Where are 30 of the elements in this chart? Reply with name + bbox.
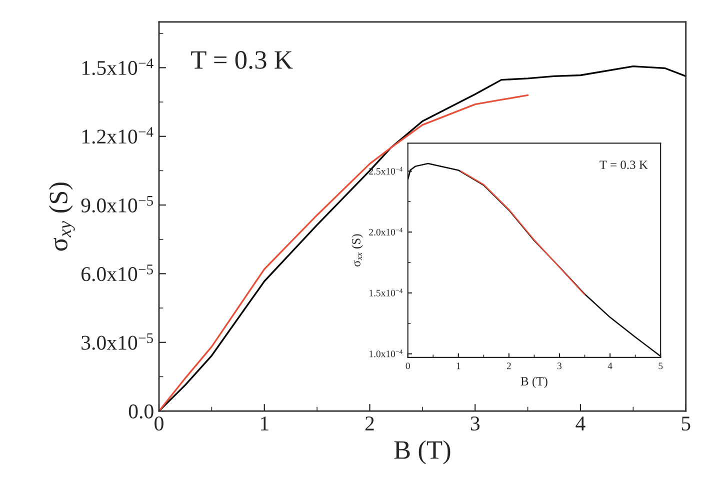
- y-tick-label: 1.2x10$^{−4}$: [82, 127, 154, 144]
- line-series: [159, 94, 529, 412]
- x-tick-label: 5: [658, 362, 663, 370]
- y-axis-title: σ$_{xx}$ (S): [352, 234, 363, 267]
- x-tick-label: 0: [154, 416, 164, 431]
- y-tick-label: 1.0x10$^{−4}$: [370, 350, 403, 358]
- x-tick-label: 2: [365, 416, 374, 430]
- y-tick-label: 2.5x10$^{−4}$: [369, 166, 403, 175]
- x-tick-label: 4: [608, 362, 612, 370]
- x-tick-label: 2: [506, 362, 511, 370]
- annotation: T = 0.3 K: [600, 160, 648, 170]
- x-tick-label: 0: [406, 362, 410, 370]
- y-axis-title: σ$_{xy}$ (S): [48, 182, 75, 251]
- y-tick-label: 3.0x10$^{−5}$: [82, 333, 154, 350]
- x-tick-label: 1: [261, 416, 268, 430]
- x-axis-title: B (T): [520, 376, 548, 388]
- y-tick-label: 6.0x10$^{−5}$: [81, 264, 154, 282]
- annotation: T = 0.3 K: [191, 51, 293, 69]
- y-tick-label: 0.0: [128, 404, 154, 419]
- x-tick-label: 5: [682, 416, 690, 431]
- x-tick-label: 3: [470, 416, 480, 431]
- x-tick-label: 4: [576, 416, 586, 430]
- x-tick-label: 1: [456, 362, 460, 370]
- y-tick-label: 1.5x10$^{−4}$: [370, 288, 403, 296]
- y-tick-label: 1.5x10$^{−4}$: [82, 58, 154, 76]
- x-axis-title: B (T): [394, 440, 450, 464]
- x-tick-label: 3: [558, 362, 562, 370]
- y-tick-label: 9.0x10$^{−5}$: [81, 196, 154, 213]
- y-tick-label: 2.0x10$^{−4}$: [369, 228, 403, 236]
- line-series: [460, 170, 586, 296]
